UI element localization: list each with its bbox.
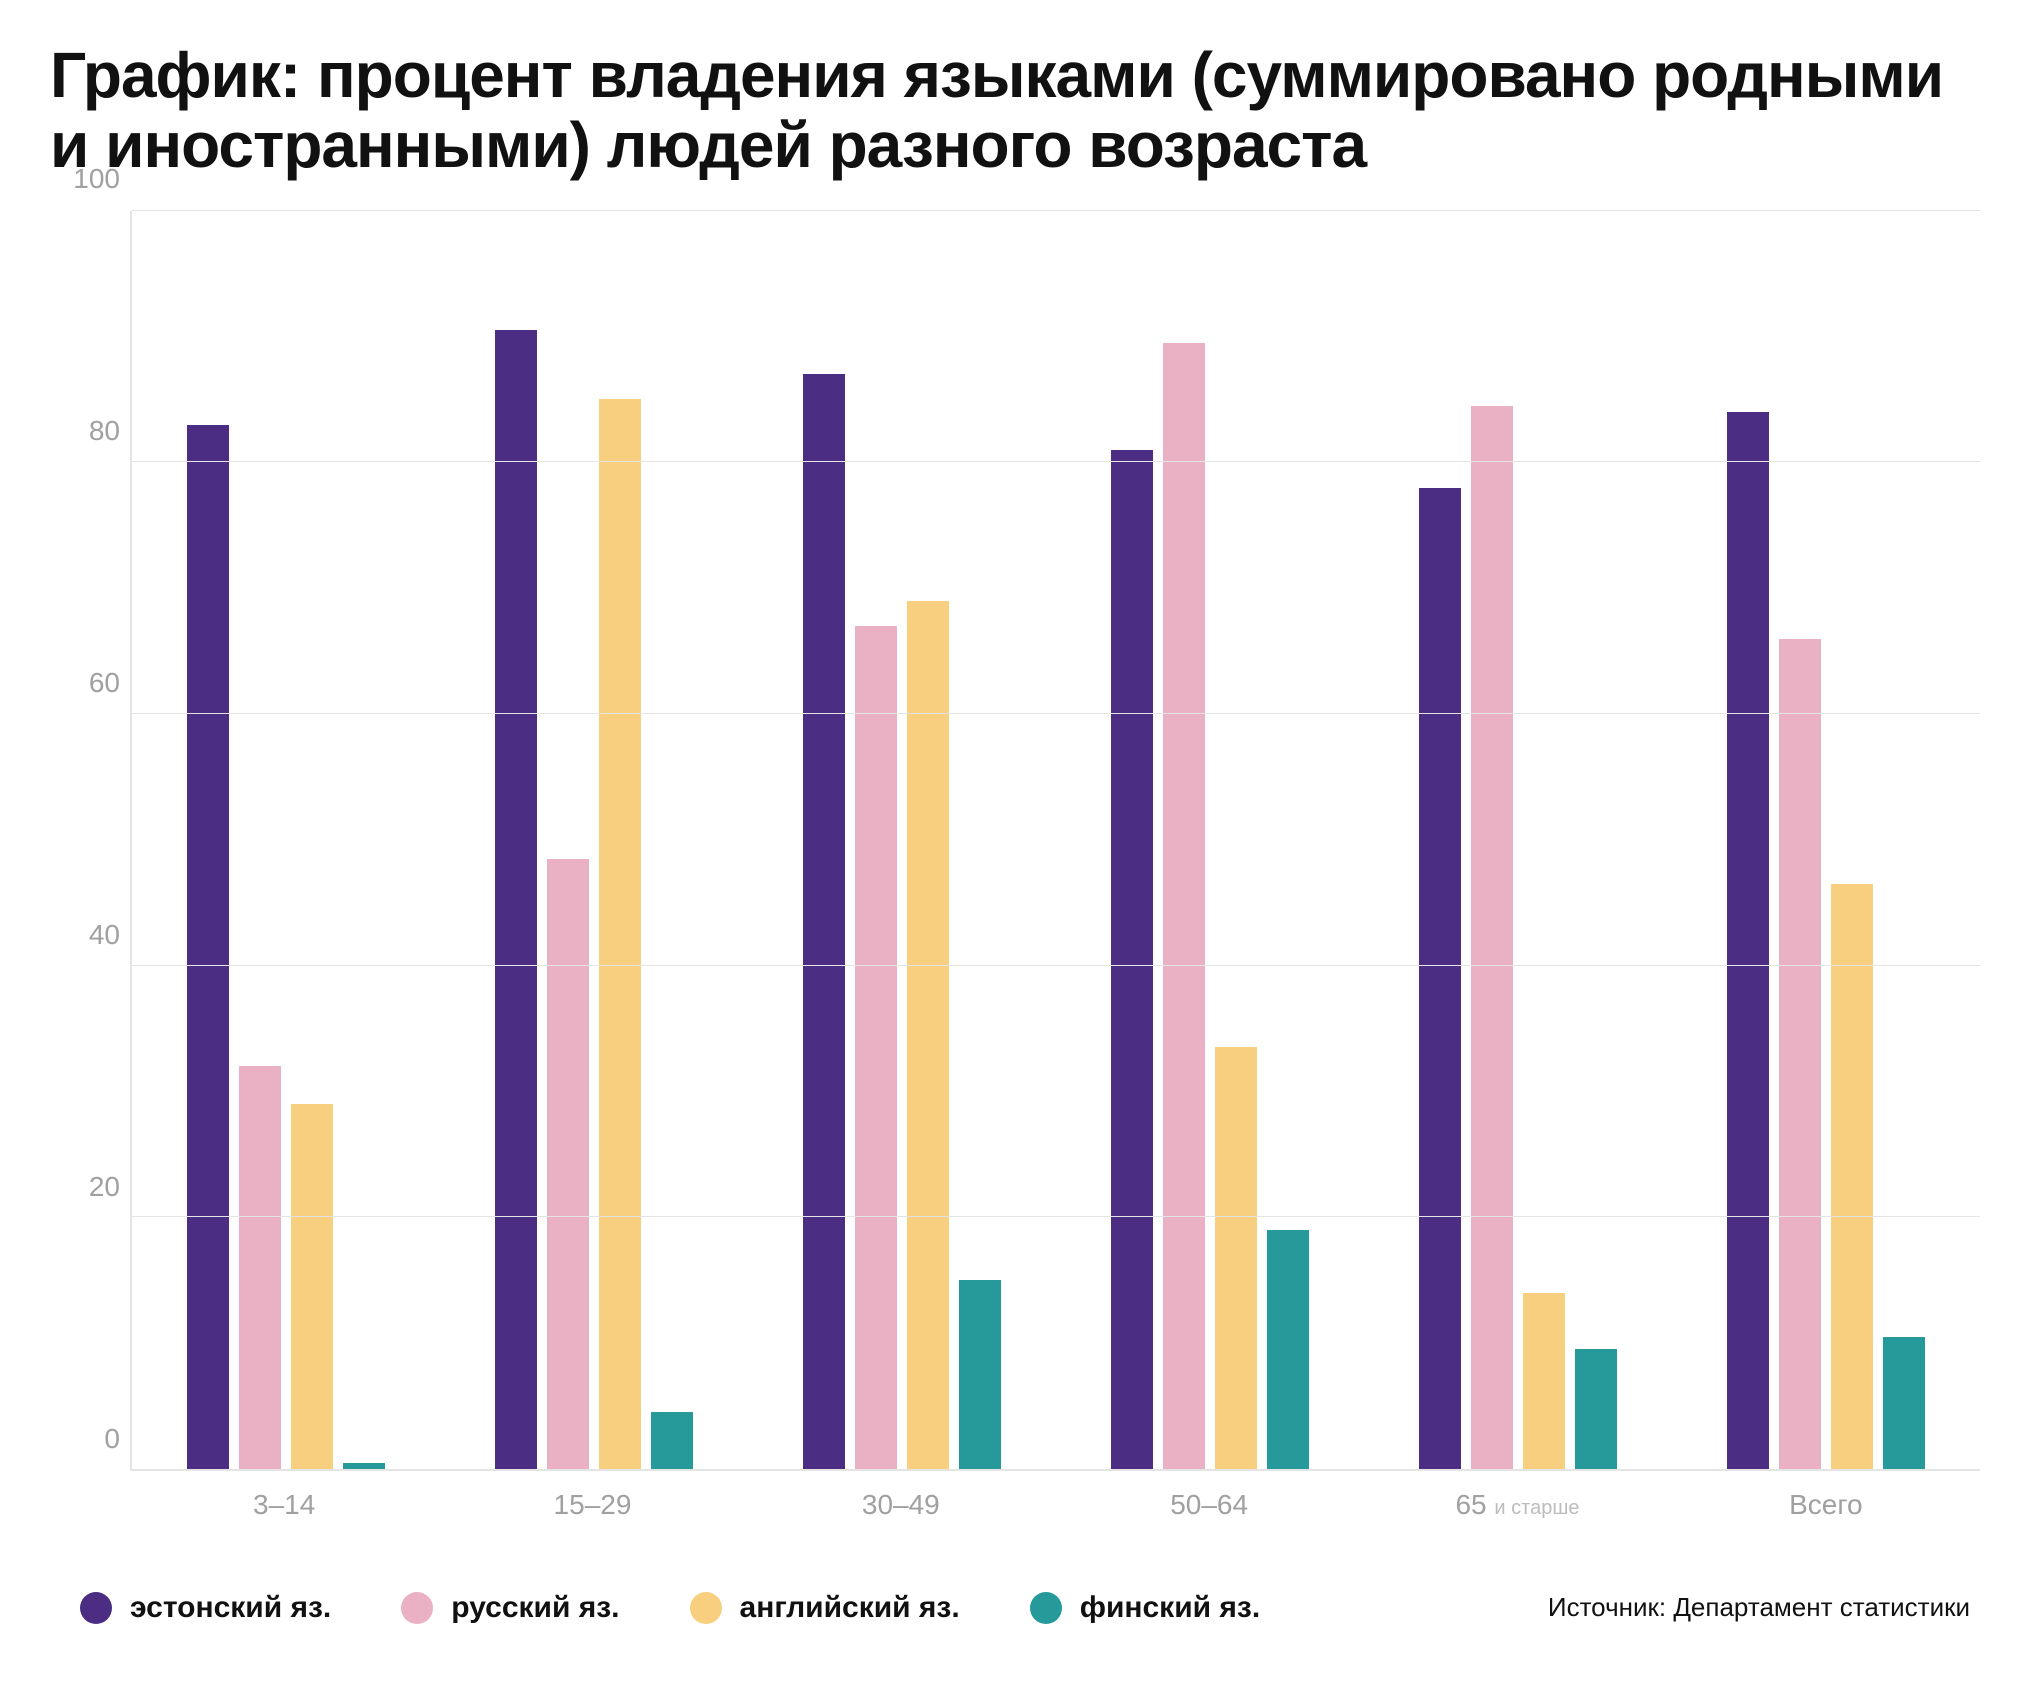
legend-label: эстонский яз. [130,1591,331,1625]
bar-estonian [1727,412,1769,1469]
x-tick-label-text: Всего [1789,1489,1862,1520]
plot-area [130,211,1980,1471]
x-tick-label: 3–14 [130,1471,438,1531]
bar-russian [1163,343,1205,1469]
x-tick-label-suffix: и старше [1494,1497,1579,1519]
bar-group [1056,211,1364,1469]
y-tick-label: 60 [89,667,120,699]
bar-group [1672,211,1980,1469]
x-tick-label: 15–29 [438,1471,746,1531]
bar-finnish [1575,1349,1617,1469]
bar-russian [547,859,589,1469]
bar-english [291,1104,333,1469]
x-tick-label: 30–49 [747,1471,1055,1531]
legend-swatch [401,1592,433,1624]
x-tick-label-text: 15–29 [554,1489,632,1520]
bar-estonian [495,330,537,1468]
grid-line [132,713,1980,714]
grid-line [132,965,1980,966]
bar-russian [1779,639,1821,1469]
y-tick-label: 100 [73,163,120,195]
y-tick-label: 0 [104,1423,120,1455]
y-tick-label: 40 [89,919,120,951]
x-tick-label-text: 65 [1455,1489,1494,1520]
chart-title: График: процент владения языками (суммир… [50,40,1980,181]
x-tick-label: 65 и старше [1363,1471,1671,1531]
bar-english [1215,1047,1257,1468]
legend-item-estonian: эстонский яз. [80,1591,331,1625]
x-tick-label: Всего [1672,1471,1980,1531]
legend: эстонский яз. русский яз. английский яз. фи… [80,1591,1260,1625]
bar-finnish [651,1412,693,1469]
x-tick-label-text: 50–64 [1170,1489,1248,1520]
grid-line [132,461,1980,462]
legend-swatch [690,1592,722,1624]
y-tick-label: 20 [89,1171,120,1203]
bar-finnish [1267,1230,1309,1469]
chart-area: 020406080100 3–1415–2930–4950–6465 и ста… [50,211,1980,1531]
bar-english [907,601,949,1469]
bar-finnish [343,1463,385,1469]
chart-source: Источник: Департамент статистики [1548,1592,1980,1623]
bar-estonian [1111,450,1153,1469]
bar-russian [239,1066,281,1469]
grid-line [132,1216,1980,1217]
bar-group [1364,211,1672,1469]
legend-label: русский яз. [451,1591,619,1625]
legend-item-english: английский яз. [690,1591,960,1625]
bar-group [132,211,440,1469]
bar-groups [132,211,1980,1469]
bar-estonian [1419,488,1461,1469]
bar-finnish [1883,1337,1925,1469]
bar-group [748,211,1056,1469]
x-tick-label-text: 30–49 [862,1489,940,1520]
legend-item-finnish: финский яз. [1030,1591,1260,1625]
x-tick-label-text: 3–14 [253,1489,315,1520]
source-prefix: Источник: [1548,1592,1673,1622]
legend-label: английский яз. [740,1591,960,1625]
bar-finnish [959,1280,1001,1469]
y-axis: 020406080100 [50,211,130,1471]
bar-english [1523,1293,1565,1469]
legend-label: финский яз. [1080,1591,1260,1625]
bar-estonian [187,425,229,1469]
bar-english [1831,884,1873,1469]
bar-russian [1471,406,1513,1469]
y-tick-label: 80 [89,415,120,447]
legend-swatch [80,1592,112,1624]
legend-swatch [1030,1592,1062,1624]
bar-english [599,399,641,1468]
bar-russian [855,626,897,1469]
grid-line [132,210,1980,211]
bar-estonian [803,374,845,1468]
legend-item-russian: русский яз. [401,1591,619,1625]
source-text: Департамент статистики [1673,1592,1970,1622]
bar-group [440,211,748,1469]
x-axis-labels: 3–14 15–29 30–49 50–64 65 и старше Всего [130,1471,1980,1531]
x-tick-label: 50–64 [1055,1471,1363,1531]
